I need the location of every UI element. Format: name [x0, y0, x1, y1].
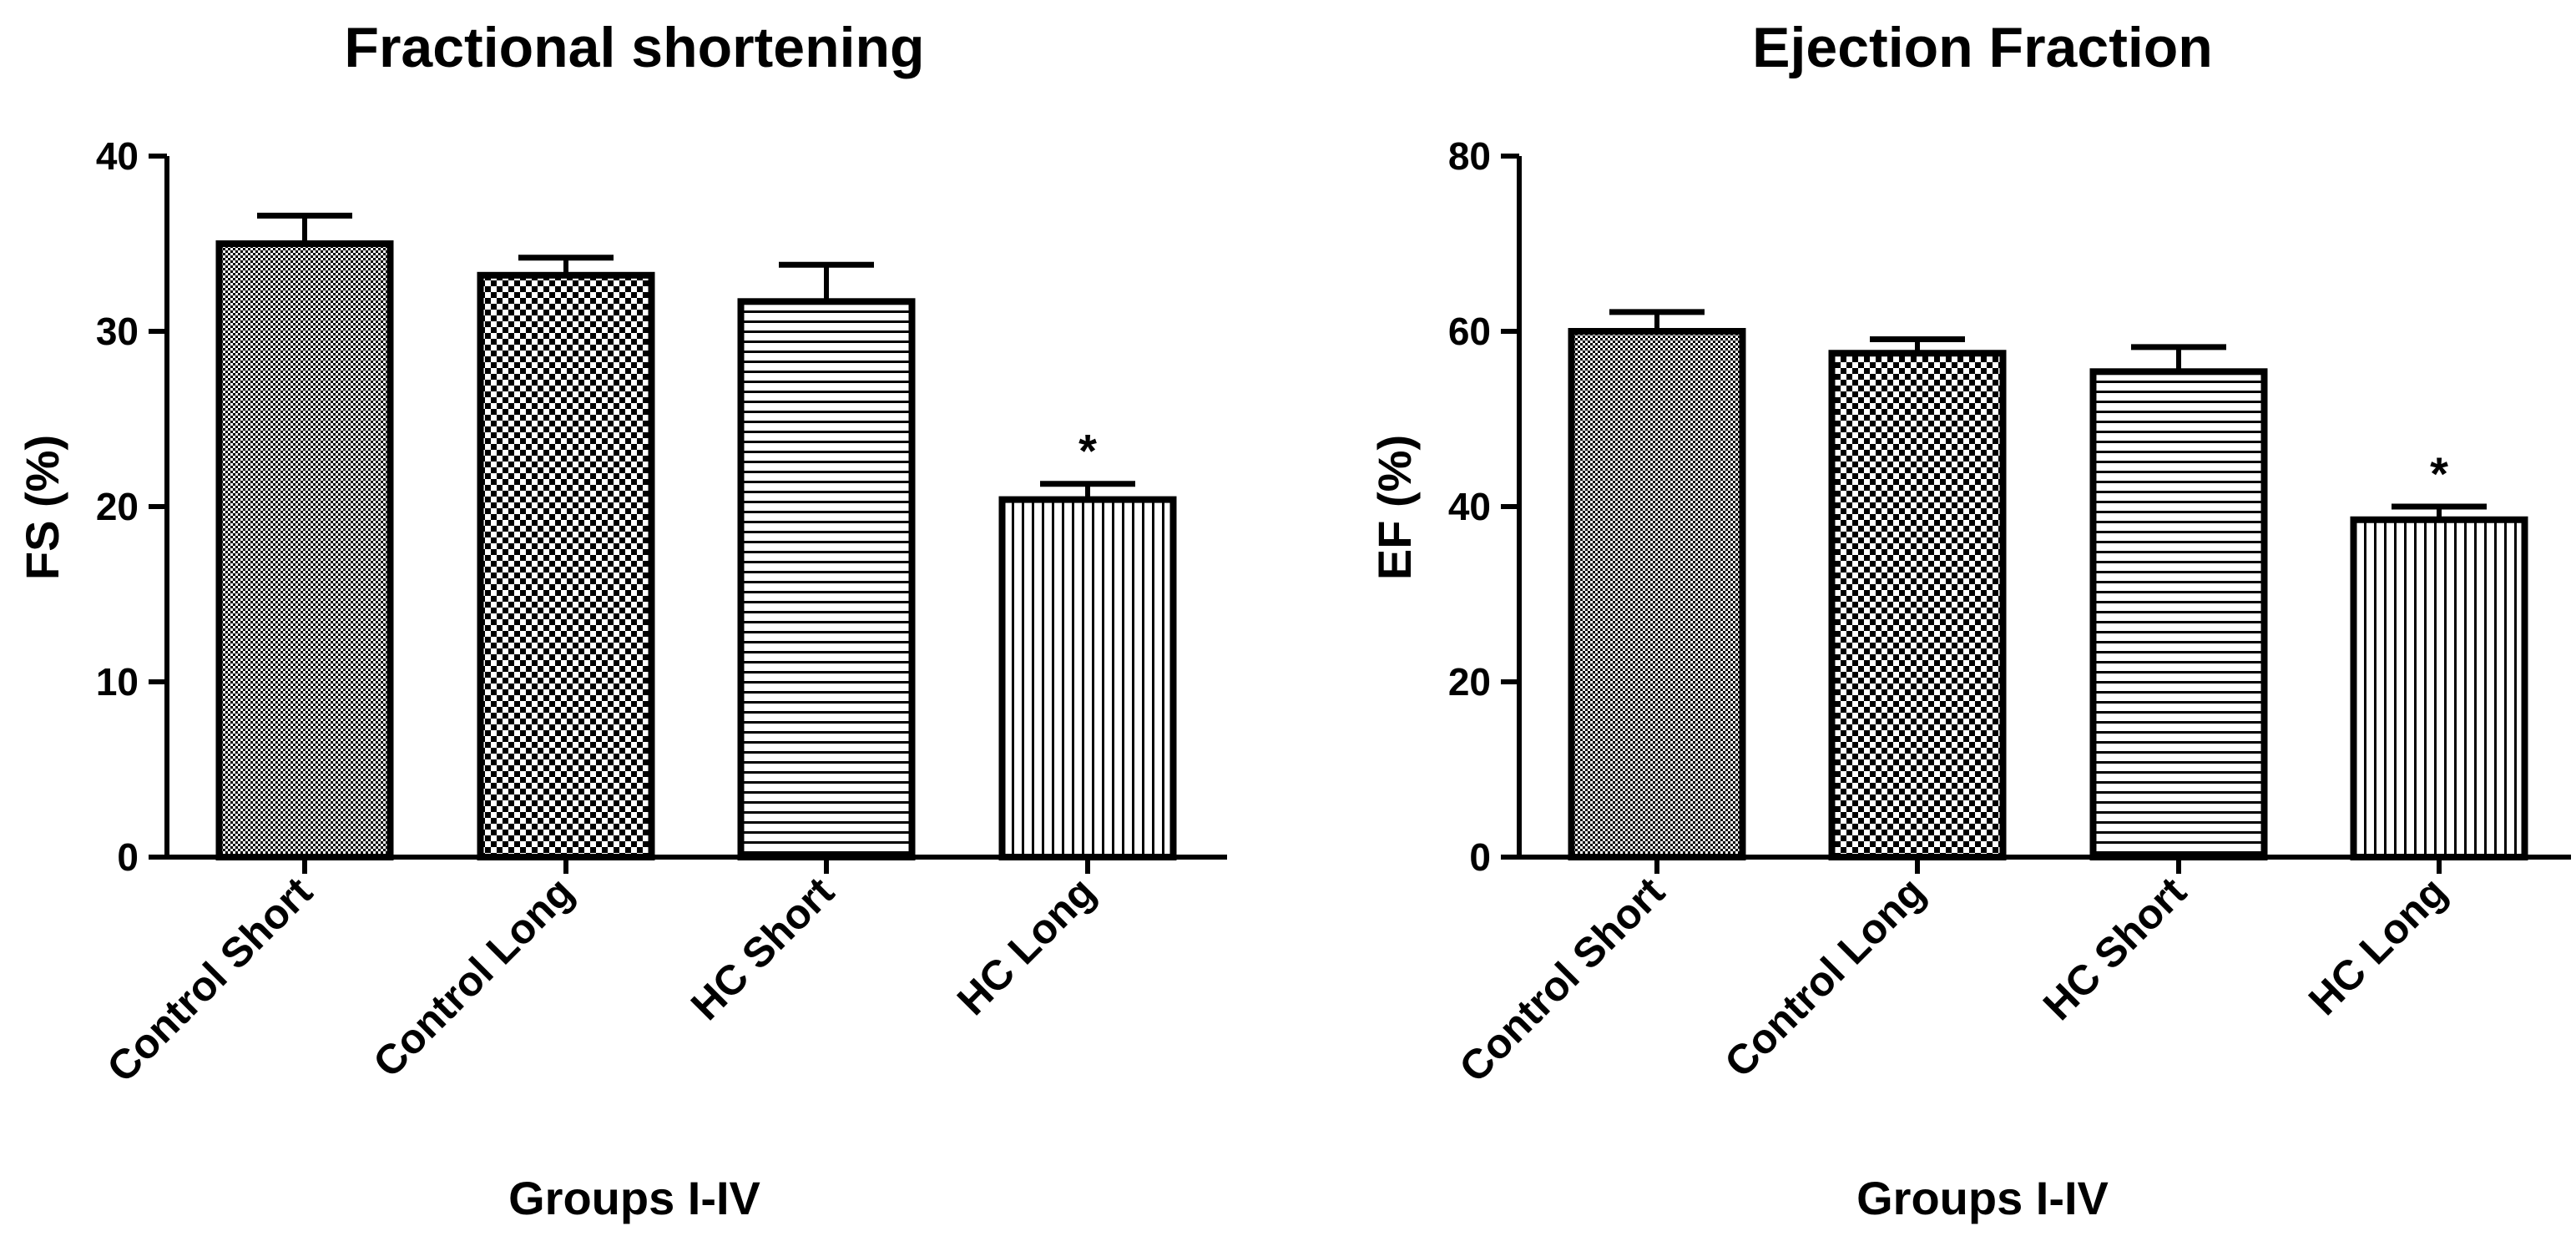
- y-axis-label: EF (%): [1368, 435, 1421, 580]
- y-tick-label: 0: [1469, 835, 1491, 879]
- significance-marker: *: [2430, 447, 2448, 500]
- bar: [215, 240, 394, 860]
- x-tick-label: Control Long: [364, 868, 582, 1086]
- y-tick-label: 80: [1448, 134, 1491, 178]
- y-tick-label: 10: [96, 660, 139, 704]
- y-tick-label: 30: [96, 310, 139, 353]
- y-axis-label: FS (%): [16, 435, 68, 580]
- y-tick-label: 20: [1448, 660, 1491, 704]
- ef-chart-panel: Ejection Fraction EF (%) Groups I-IV 0 20…: [1368, 16, 2571, 1224]
- bar: [998, 496, 1177, 860]
- bar: [1828, 350, 2007, 860]
- bar: [2350, 516, 2528, 860]
- bar: [1568, 328, 1746, 860]
- x-tick-label: Control Long: [1715, 868, 1933, 1086]
- x-tick-label: Control Short: [1450, 868, 1674, 1092]
- y-tick-label: 0: [117, 835, 139, 879]
- x-axis-label: Groups I-IV: [508, 1172, 760, 1224]
- fs-chart-panel: Fractional shortening FS (%) Groups I-IV…: [16, 16, 1227, 1224]
- bar: [737, 298, 916, 860]
- y-tick-label: 60: [1448, 310, 1491, 353]
- x-tick-label: Control Short: [98, 868, 321, 1092]
- x-tick-label: HC Short: [2034, 868, 2195, 1029]
- chart-title: Ejection Fraction: [1752, 16, 2213, 79]
- fs-plot-area: 0 10 20 30 40 Control Short Control Long HC Sho…: [96, 134, 1227, 1092]
- x-tick-label: HC Short: [682, 868, 843, 1029]
- x-axis-label: Groups I-IV: [1856, 1172, 2109, 1224]
- chart-title: Fractional shortening: [344, 16, 924, 79]
- y-tick-label: 20: [96, 485, 139, 528]
- significance-marker: *: [1078, 425, 1097, 477]
- bar: [2089, 368, 2268, 860]
- ef-plot-area: 0 20 40 60 80 Control Short Control Long HC Sho…: [1448, 134, 2571, 1092]
- bar: [477, 271, 655, 860]
- y-tick-label: 40: [1448, 485, 1491, 528]
- x-tick-label: HC Long: [948, 868, 1104, 1024]
- x-tick-label: HC Long: [2300, 868, 2456, 1024]
- y-tick-label: 40: [96, 134, 139, 178]
